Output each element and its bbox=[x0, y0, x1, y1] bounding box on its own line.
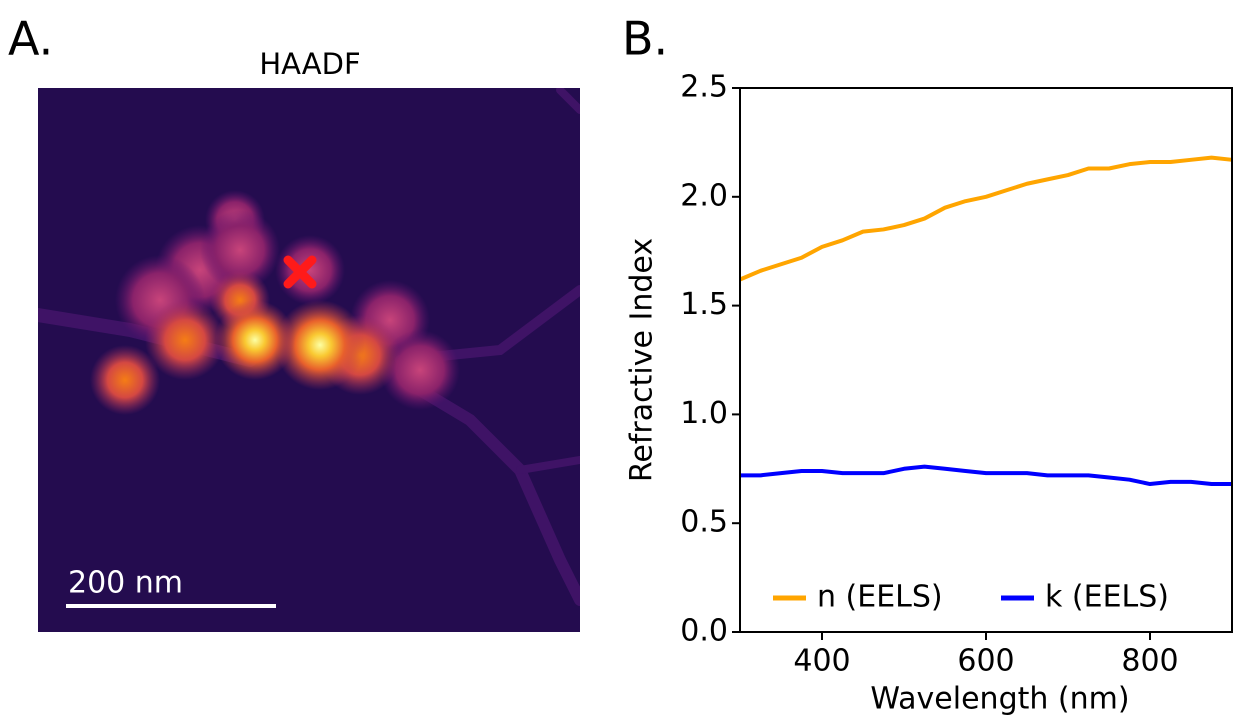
scale-bar-label: 200 nm bbox=[68, 566, 183, 601]
x-tick-label: 400 bbox=[793, 644, 850, 679]
plot-frame bbox=[739, 87, 1233, 633]
legend-label: k (EELS) bbox=[1045, 580, 1169, 615]
x-tick-label: 600 bbox=[957, 644, 1014, 679]
y-tick-label: 1.5 bbox=[680, 287, 728, 322]
y-tick-label: 0.5 bbox=[680, 505, 728, 540]
data-line bbox=[739, 155, 1233, 282]
probe-marker bbox=[283, 255, 317, 289]
y-tick-label: 2.0 bbox=[680, 178, 728, 213]
x-tick-label: 800 bbox=[1121, 644, 1178, 679]
legend-label: n (EELS) bbox=[817, 580, 943, 615]
y-tick-label: 0.0 bbox=[680, 614, 728, 649]
y-axis-label: Refractive Index bbox=[625, 238, 660, 482]
y-tick-label: 2.5 bbox=[680, 70, 728, 105]
x-axis-label: Wavelength (nm) bbox=[870, 682, 1129, 717]
panel-label: A. bbox=[8, 12, 53, 66]
haadf-image: 200 nm bbox=[38, 88, 580, 632]
y-tick-label: 1.0 bbox=[680, 396, 728, 431]
panel-label: B. bbox=[622, 12, 668, 66]
image-title: HAADF bbox=[259, 47, 360, 81]
data-line bbox=[740, 464, 1232, 487]
